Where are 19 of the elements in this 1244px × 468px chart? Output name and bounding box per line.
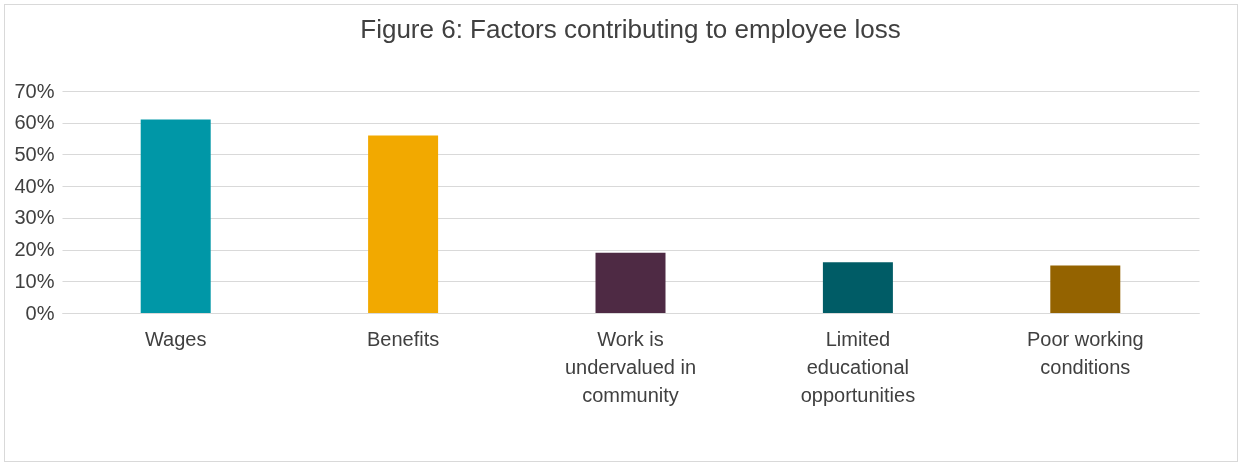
x-tick-label: Poor working conditions (1026, 327, 1144, 378)
y-tick-label: 0% (25, 301, 55, 324)
bar (368, 135, 439, 313)
bar (822, 262, 893, 313)
bar (1050, 265, 1121, 313)
x-tick-label: Work is undervalued in community (564, 327, 697, 406)
y-tick-label: 10% (14, 269, 55, 292)
x-tick-label: Benefits (366, 327, 440, 350)
bar (140, 119, 211, 313)
y-tick-label: 50% (14, 142, 55, 165)
chart-title: Figure 6: Factors contributing to employee loss (360, 14, 901, 44)
x-tick-label: Limited educational opportunities (800, 327, 916, 406)
y-tick-label: 20% (14, 238, 55, 261)
y-tick-label: 60% (14, 111, 55, 134)
x-tick-label: Wages (144, 327, 207, 350)
y-tick-label: 40% (14, 174, 55, 197)
bar (595, 252, 666, 313)
y-tick-label: 70% (14, 79, 55, 102)
y-tick-label: 30% (14, 206, 55, 229)
